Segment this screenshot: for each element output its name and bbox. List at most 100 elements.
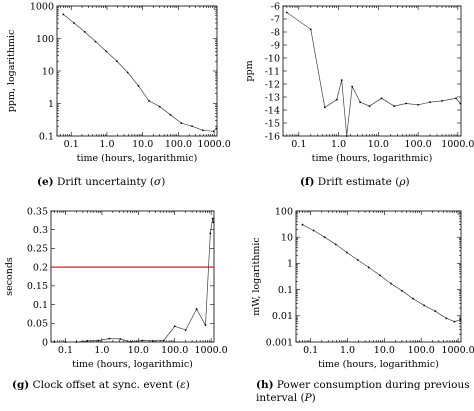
y-tick-label: 0.1: [39, 131, 54, 142]
data-point: [345, 135, 348, 137]
data-point: [119, 338, 122, 340]
plot-frame: [56, 5, 218, 137]
x-tick-label: 1.0: [331, 139, 346, 150]
data-point: [412, 297, 414, 300]
data-point: [309, 28, 312, 31]
data-point: [162, 339, 165, 342]
y-axis-label: ppm: [244, 60, 255, 81]
data-point: [401, 289, 403, 292]
data-point: [83, 30, 86, 33]
data-point: [367, 266, 370, 269]
y-tick-label: 10: [42, 66, 54, 77]
chart-panel-h: 0.1 1.0 10.0 100.0 1000.0 0.001 0.01 0.1 1 10 100 t…: [251, 206, 474, 370]
chart-panel-g: 0.1 1.0 10.0 100.0 1000.0 0 0.05 0.1 0.15 0.2 0.25…: [4, 206, 228, 370]
data-point: [429, 101, 431, 104]
y-tick-label: 0.05: [27, 319, 48, 330]
data-point: [62, 13, 65, 16]
caption-f: (f) Drift estimate (ρ): [300, 176, 410, 188]
chart-panel-e: 0.1 1.0 10.0 100.0 1000.0 0.1 1 10 100 1000 time (…: [6, 1, 231, 164]
x-tick-label: 100.0: [165, 139, 192, 150]
x-tick-label: 10.0: [132, 139, 153, 150]
y-tick-label: 0.1: [278, 285, 293, 296]
caption-h: (h) Power consumption during previous in…: [256, 379, 470, 404]
y-axis-label: ppm, logarithmic: [6, 30, 17, 113]
data-point: [285, 11, 288, 14]
data-point: [212, 221, 215, 224]
y-tick-label: -13: [265, 92, 280, 103]
y-tick-label: -6: [271, 1, 280, 12]
data-point: [158, 105, 161, 108]
y-tick-label: 0.1: [33, 300, 48, 311]
data-point: [351, 85, 354, 88]
y-tick-label: 100: [36, 34, 54, 45]
data-point: [453, 320, 456, 323]
x-tick-label: 0.1: [64, 139, 79, 150]
data-point: [459, 102, 462, 105]
y-tick-label: 0.01: [272, 311, 293, 322]
data-point: [445, 317, 448, 320]
y-tick-label: -11: [265, 66, 280, 77]
data-point: [417, 103, 419, 106]
x-tick-label: 0.1: [291, 139, 306, 150]
data-point: [459, 318, 462, 321]
data-point: [173, 325, 176, 328]
data-point: [334, 243, 337, 246]
data-point: [195, 308, 198, 310]
y-tick-label: 0.25: [27, 244, 48, 255]
data-point: [97, 339, 100, 342]
x-axis-label: time (hours, logarithmic): [77, 153, 198, 164]
x-tick-label: 100.0: [404, 139, 431, 150]
data-point: [191, 125, 193, 128]
y-tick-label: -12: [265, 79, 280, 90]
data-point: [209, 232, 212, 235]
data-point: [380, 97, 383, 100]
data-point: [137, 84, 140, 87]
y-tick-label: 1: [287, 259, 293, 270]
data-point: [86, 339, 89, 342]
data-point: [141, 339, 144, 342]
data-point: [108, 337, 111, 340]
y-tick-label: 100: [275, 206, 293, 217]
data-point: [151, 339, 154, 342]
x-tick-label: 10.0: [374, 345, 395, 356]
data-point: [211, 217, 214, 220]
data-point: [368, 105, 371, 107]
y-tick-label: 0.3: [33, 225, 48, 236]
data-point: [64, 341, 67, 343]
data-point: [130, 341, 133, 343]
y-tick-label: 1: [48, 99, 54, 110]
series-line: [286, 12, 461, 137]
y-tick-label: -15: [265, 118, 280, 129]
series-line: [302, 224, 461, 322]
data-point: [212, 130, 215, 133]
data-point: [423, 304, 426, 307]
caption-g: (g) Clock offset at sync. event (ε): [12, 379, 190, 391]
x-tick-label: 0.1: [58, 345, 73, 356]
data-point: [356, 259, 359, 261]
data-point: [335, 98, 338, 101]
y-tick-label: 0.001: [266, 337, 293, 348]
y-tick-label: -9: [271, 40, 280, 51]
x-tick-label: 100.0: [408, 345, 435, 356]
data-point: [323, 236, 326, 239]
data-point: [126, 71, 129, 74]
caption-e: (e) Drift uncertainty (σ): [37, 176, 166, 188]
series-line: [54, 218, 214, 343]
plot-frame: [282, 5, 462, 137]
data-point: [204, 324, 207, 327]
data-point: [345, 251, 348, 254]
x-tick-label: 1.0: [340, 345, 355, 356]
data-point: [169, 113, 172, 116]
y-tick-label: 10: [281, 233, 293, 244]
y-tick-label: 0: [42, 337, 48, 348]
data-point: [184, 329, 187, 331]
data-point: [389, 282, 392, 285]
data-point: [359, 101, 362, 104]
y-tick-label: -14: [265, 105, 280, 116]
y-tick-label: -16: [265, 131, 280, 142]
x-tick-label: 100.0: [161, 345, 188, 356]
y-tick-label: 0.15: [27, 281, 48, 292]
data-point: [53, 341, 56, 343]
data-point: [405, 102, 408, 105]
